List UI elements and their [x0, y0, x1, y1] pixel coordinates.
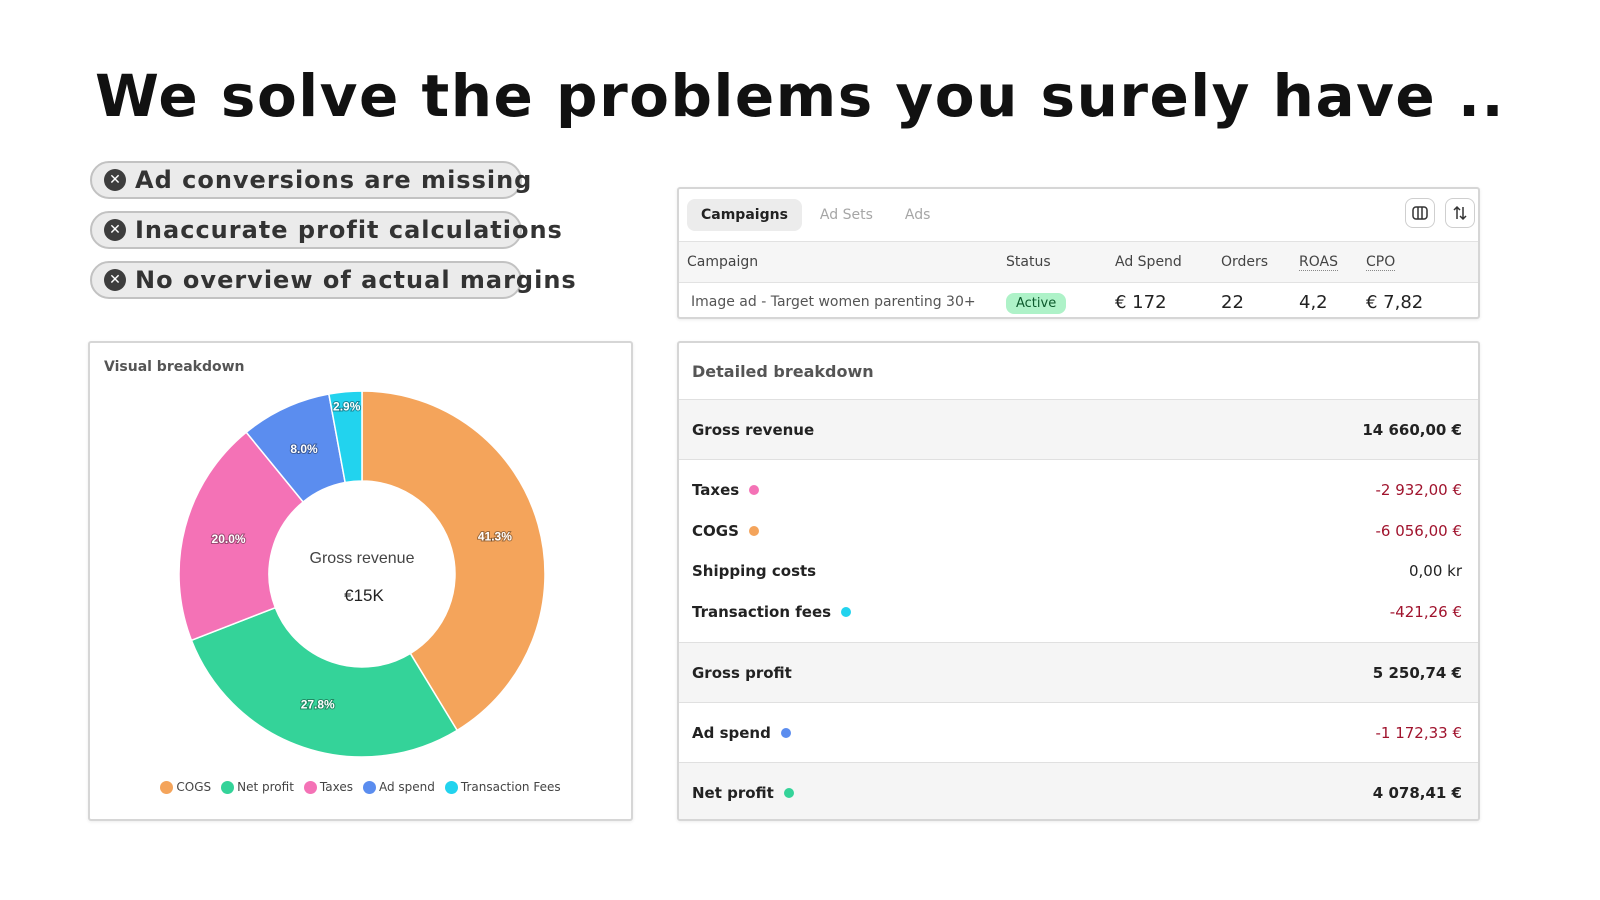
legend-dot-icon	[303, 780, 317, 794]
legend-dot-icon	[221, 780, 235, 794]
status-badge: Active	[1006, 292, 1067, 314]
legend-dot-icon	[160, 780, 174, 794]
close-circle-icon: ✕	[104, 269, 126, 291]
transaction-fees-dot-icon	[841, 606, 852, 617]
problem-text: Inaccurate profit calculations	[135, 216, 563, 244]
col-header-roas[interactable]: ROAS	[1299, 254, 1338, 271]
cogs-row: COGS -6 056,00 €	[679, 511, 1478, 552]
net-profit-row: Net profit 4 078,41 €	[679, 763, 1478, 819]
legend-item[interactable]: Transaction Fees	[444, 780, 561, 794]
gross-revenue-row: Gross revenue 14 660,00 €	[679, 400, 1478, 460]
tab-ads[interactable]: Ads	[904, 207, 931, 223]
sort-button[interactable]	[1445, 198, 1475, 228]
legend-dot-icon	[444, 780, 458, 794]
cogs-dot-icon	[748, 525, 759, 536]
col-header-status[interactable]: Status	[1006, 254, 1051, 270]
col-header-orders[interactable]: Orders	[1221, 254, 1269, 270]
slice-label: 2.9%	[333, 400, 361, 414]
donut-slice-net-profit[interactable]	[190, 606, 459, 758]
donut-slice-transaction-fees[interactable]	[327, 390, 363, 484]
problem-list: ✕ Ad conversions are missing ✕ Inaccurat…	[90, 161, 576, 311]
col-header-ad-spend[interactable]: Ad Spend	[1115, 254, 1182, 270]
taxes-dot-icon	[749, 485, 760, 496]
donut-chart: 41.3% 27.8% 20.0% 8.0% 2.9% Gross revenue €1…	[178, 390, 546, 758]
slice-label: 8.0%	[290, 442, 318, 456]
legend-label: COGS	[176, 780, 212, 794]
row-value: 0,00 kr	[1408, 562, 1462, 581]
problem-text: Ad conversions are missing	[135, 166, 533, 194]
detailed-breakdown-title: Detailed breakdown	[679, 343, 1478, 400]
table-row[interactable]: Image ad - Target women parenting 30+ Ac…	[679, 283, 1478, 317]
costs-group: Taxes -2 932,00 € COGS -6 056,00 € Shipp…	[679, 460, 1478, 643]
legend-item[interactable]: COGS	[160, 780, 211, 794]
problem-pill: ✕ Ad conversions are missing	[90, 161, 531, 199]
problem-pill: ✕ Inaccurate profit calculations	[90, 211, 562, 249]
legend-item[interactable]: Taxes	[303, 780, 353, 794]
row-value: -2 932,00 €	[1375, 481, 1462, 500]
row-label: Shipping costs	[692, 562, 817, 581]
cell-ad-spend: € 172	[1115, 291, 1167, 313]
cell-status: Active	[1006, 291, 1115, 314]
row-value: -6 056,00 €	[1375, 521, 1462, 540]
donut-slice-taxes[interactable]	[178, 431, 305, 642]
tab-campaigns[interactable]: Campaigns	[687, 199, 802, 231]
campaigns-table-card: Campaigns Ad Sets Ads Campaign Status Ad…	[677, 187, 1480, 319]
chart-legend: COGS Net profit Taxes Ad spend Transaction F…	[90, 780, 631, 794]
row-label: Gross revenue	[692, 420, 815, 439]
donut-slice-cogs[interactable]	[361, 390, 546, 732]
row-label: COGS	[692, 522, 759, 540]
col-header-cpo[interactable]: CPO	[1366, 254, 1396, 271]
transaction-fees-row: Transaction fees -421,26 €	[679, 592, 1478, 633]
center-label: Gross revenue	[310, 550, 415, 567]
ad-spend-row: Ad spend -1 172,33 €	[679, 703, 1478, 763]
shipping-costs-row: Shipping costs 0,00 kr	[679, 551, 1478, 592]
sort-arrows-icon	[1453, 205, 1467, 221]
close-circle-icon: ✕	[104, 219, 126, 241]
cell-roas: 4,2	[1299, 291, 1328, 313]
legend-label: Taxes	[319, 780, 353, 794]
taxes-row: Taxes -2 932,00 €	[679, 470, 1478, 511]
legend-label: Net profit	[237, 780, 294, 794]
columns-button[interactable]	[1405, 198, 1435, 228]
row-label: Ad spend	[692, 724, 791, 742]
row-value: 14 660,00 €	[1362, 420, 1462, 439]
columns-icon	[1412, 206, 1428, 220]
visual-breakdown-card: Visual breakdown 41.3% 27.8% 20.0% 8.0% 2.9%…	[88, 341, 633, 821]
row-value: -421,26 €	[1389, 602, 1462, 621]
problem-text: No overview of actual margins	[135, 266, 577, 294]
legend-item[interactable]: Net profit	[221, 780, 294, 794]
slice-label: 27.8%	[301, 698, 335, 712]
problem-pill: ✕ No overview of actual margins	[90, 261, 576, 299]
row-label: Gross profit	[692, 663, 792, 682]
detailed-breakdown-card: Detailed breakdown Gross revenue 14 660,…	[677, 341, 1480, 821]
table-header: Campaign Status Ad Spend Orders ROAS CPO	[679, 242, 1478, 283]
slice-label: 20.0%	[212, 532, 246, 546]
tab-bar: Campaigns Ad Sets Ads	[679, 189, 1478, 242]
cell-campaign: Image ad - Target women parenting 30+	[691, 294, 976, 310]
row-value: 5 250,74 €	[1372, 663, 1462, 682]
tab-ad-sets[interactable]: Ad Sets	[819, 207, 873, 223]
row-label: Transaction fees	[692, 603, 852, 621]
center-value: €15K	[344, 586, 384, 605]
col-header-campaign[interactable]: Campaign	[687, 254, 759, 270]
visual-breakdown-title: Visual breakdown	[104, 359, 245, 375]
row-value: 4 078,41 €	[1372, 783, 1462, 802]
legend-item[interactable]: Ad spend	[362, 780, 435, 794]
headline: We solve the problems you surely have ..	[94, 62, 1506, 130]
ad-spend-dot-icon	[780, 727, 791, 738]
cell-cpo: € 7,82	[1366, 291, 1424, 313]
legend-dot-icon	[362, 780, 376, 794]
close-circle-icon: ✕	[104, 169, 126, 191]
cell-orders: 22	[1221, 291, 1244, 313]
row-label: Taxes	[692, 481, 760, 499]
slice-label: 41.3%	[478, 530, 512, 544]
net-profit-dot-icon	[783, 787, 794, 798]
gross-profit-row: Gross profit 5 250,74 €	[679, 643, 1478, 703]
legend-label: Ad spend	[378, 780, 435, 794]
row-label: Net profit	[692, 784, 794, 802]
row-value: -1 172,33 €	[1375, 723, 1462, 742]
legend-label: Transaction Fees	[460, 780, 561, 794]
